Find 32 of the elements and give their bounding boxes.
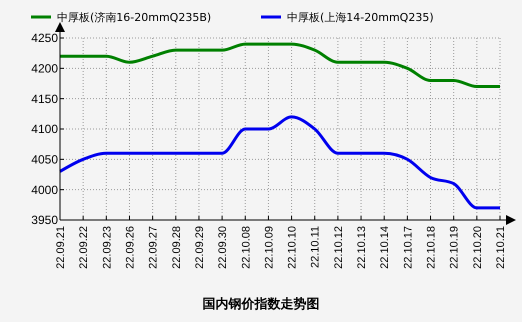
- x-tick-label: 22.10.13: [356, 226, 368, 269]
- legend-label: 中厚板(上海14-20mmQ235): [287, 10, 434, 24]
- text: 国内钢价指数走势图: [202, 296, 320, 312]
- x-tick-label: 22.10.10: [286, 226, 299, 269]
- x-tick-label: 22.10.17: [402, 226, 414, 269]
- x-tick-label: 22.10.11: [310, 226, 322, 268]
- x-tick-label: 22.10.19: [448, 226, 461, 269]
- x-tick-label: 22.09.30: [217, 226, 230, 269]
- x-tick-label: 22.09.26: [124, 226, 136, 269]
- x-tick-label: 22.10.09: [263, 226, 276, 269]
- x-tick-label: 22.10.20: [472, 226, 484, 269]
- y-tick-label: 4200: [31, 62, 58, 76]
- x-tick-label: 22.09.28: [170, 226, 183, 269]
- x-tick-label: 22.10.21: [495, 226, 507, 269]
- line-series: [58, 42, 502, 88]
- line-series: [58, 115, 502, 210]
- y-tick-label: 3950: [31, 213, 58, 228]
- x-tick-label: 22.10.18: [426, 226, 438, 269]
- x-tick-label: 22.09.22: [78, 226, 90, 269]
- legend-label: 中厚板(济南16-20mmQ235B): [57, 10, 212, 24]
- y-tick-label: 4050: [31, 152, 58, 167]
- x-tick-label: 22.10.14: [379, 226, 392, 269]
- y-tick-label: 4150: [31, 92, 58, 106]
- x-tick-label: 22.09.23: [101, 226, 114, 269]
- x-tick-label: 22.09.29: [194, 226, 206, 269]
- x-tick-label: 22.10.12: [332, 226, 345, 269]
- x-tick-label: 22.10.08: [240, 226, 252, 269]
- x-tick-label: 22.09.21: [55, 226, 67, 269]
- y-tick-label: 4250: [31, 31, 58, 46]
- y-tick-label: 4000: [31, 182, 58, 197]
- y-tick-label: 4100: [31, 122, 58, 136]
- x-tick-label: 22.09.27: [148, 226, 160, 269]
